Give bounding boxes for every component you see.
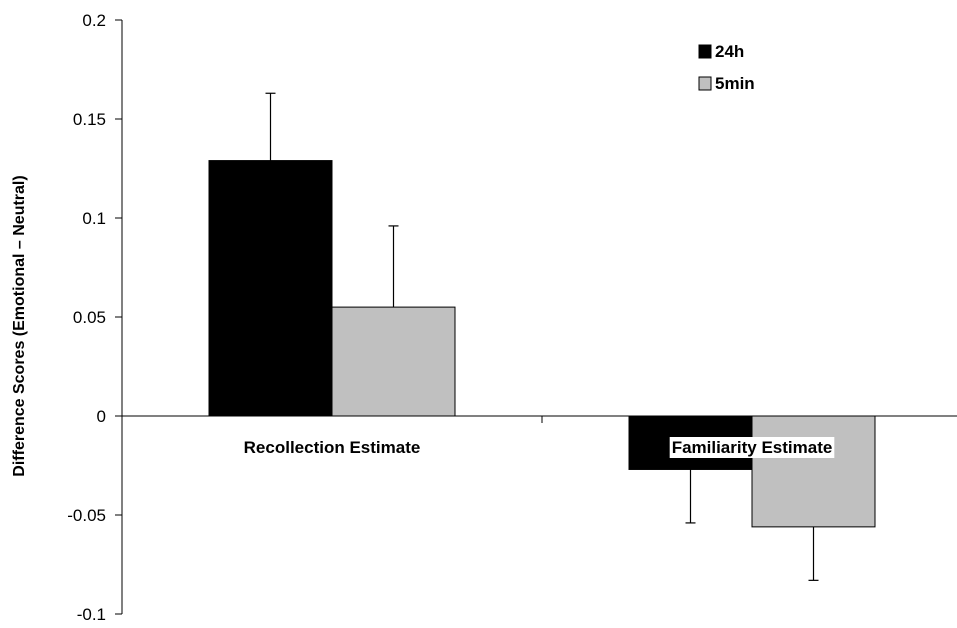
y-tick-label: 0.05 — [73, 308, 106, 327]
y-tick-label: 0.2 — [82, 11, 106, 30]
error-bar — [685, 469, 696, 524]
category-label: Recollection Estimate — [244, 438, 421, 457]
bar-24h-recollection — [208, 160, 333, 417]
error-bar — [388, 225, 399, 308]
bar-5min-recollection — [331, 306, 456, 417]
y-tick-label: -0.1 — [77, 605, 106, 624]
y-tick-label: 0.1 — [82, 209, 106, 228]
legend-swatch-24h — [698, 44, 712, 59]
legend-swatch-5min — [698, 76, 712, 91]
error-bar — [808, 526, 819, 581]
legend-label-5min: 5min — [715, 74, 755, 93]
legend: 24h 5min — [698, 42, 755, 93]
y-tick-label: 0 — [97, 407, 106, 426]
y-tick-label: 0.15 — [73, 110, 106, 129]
error-bar — [265, 92, 276, 161]
category-label-background — [669, 437, 835, 458]
y-axis-title: Difference Scores (Emotional – Neutral) — [11, 175, 28, 476]
y-tick-label: -0.05 — [67, 506, 106, 525]
category-label: Familiarity Estimate — [672, 438, 833, 457]
legend-label-24h: 24h — [715, 42, 744, 61]
bar-5min-familiarity — [751, 415, 876, 528]
plot-area: 0.2 0.15 0.1 0.05 0 -0.05 -0.1 Recollection Est… — [67, 11, 957, 624]
